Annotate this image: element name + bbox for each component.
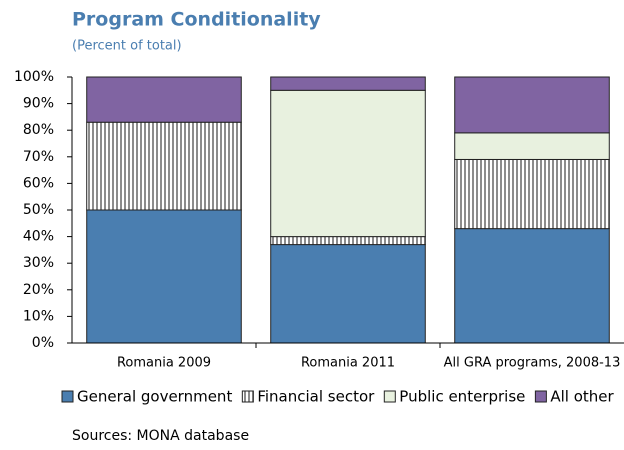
chart-title: Program Conditionality <box>72 9 321 31</box>
bar-segment <box>454 132 610 160</box>
legend-swatch <box>61 390 74 403</box>
bar-segment <box>86 76 242 123</box>
x-tick-label: Romania 2011 <box>301 356 395 371</box>
y-tick-label: 20% <box>23 282 54 298</box>
bar-segment <box>454 158 610 230</box>
legend-swatch <box>383 390 396 403</box>
bar-segment <box>86 121 242 211</box>
source-note: Sources: MONA database <box>72 428 249 444</box>
x-tick-label: Romania 2009 <box>117 356 211 371</box>
legend-label: All other <box>550 388 614 406</box>
legend-label: Public enterprise <box>399 388 525 406</box>
y-tick-label: 10% <box>23 308 54 324</box>
y-tick-label: 0% <box>32 335 54 351</box>
bar-segment <box>270 236 426 246</box>
bar-segment <box>86 209 242 344</box>
legend-label: Financial sector <box>257 388 375 406</box>
legend-swatch <box>241 390 254 403</box>
chart-subtitle: (Percent of total) <box>72 39 182 54</box>
y-tick-label: 60% <box>23 175 54 191</box>
y-tick-label: 90% <box>23 96 54 112</box>
bar-segment <box>454 76 610 134</box>
y-tick-label: 70% <box>23 149 54 165</box>
bar-segment <box>270 244 426 344</box>
y-tick-label: 100% <box>14 69 54 85</box>
y-tick-label: 30% <box>23 255 54 271</box>
bar-segment <box>270 76 426 91</box>
legend-label: General government <box>77 388 232 406</box>
y-tick-label: 80% <box>23 122 54 138</box>
legend-swatch <box>534 390 547 403</box>
y-tick-label: 50% <box>23 202 54 218</box>
bar-segment <box>454 228 610 344</box>
y-tick-label: 40% <box>23 229 54 245</box>
x-tick-label: All GRA programs, 2008-13 <box>444 356 621 371</box>
bar-segment <box>270 89 426 238</box>
